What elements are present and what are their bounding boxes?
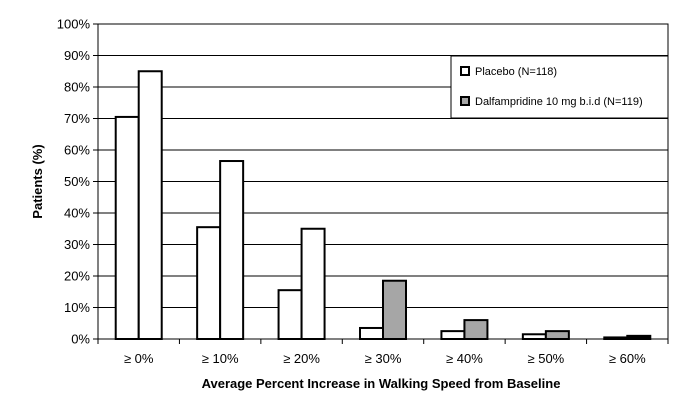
x-tick-label: ≥ 30% (365, 351, 402, 366)
x-tick-label: ≥ 0% (124, 351, 154, 366)
y-tick-label: 10% (64, 300, 90, 315)
y-tick-label: 40% (64, 206, 90, 221)
bar-placebo (114, 115, 140, 340)
x-axis-title: Average Percent Increase in Walking Spee… (202, 376, 561, 391)
legend-label: Placebo (N=118) (475, 66, 557, 78)
bar-dalfampridine (300, 227, 326, 340)
bar-dalfampridine (463, 319, 489, 341)
x-tick-label: ≥ 50% (527, 351, 564, 366)
x-tick-label: ≥ 40% (446, 351, 483, 366)
bar-placebo (359, 326, 384, 341)
y-tick-label: 20% (64, 269, 90, 284)
gridlines (98, 55, 668, 308)
y-tick-label: 70% (64, 111, 90, 126)
bar-placebo (196, 226, 222, 340)
legend-label: Dalfampridine 10 mg b.i.d (N=119) (475, 96, 643, 108)
legend-swatch (460, 96, 470, 106)
bar-dalfampridine (626, 334, 652, 341)
legend: Placebo (N=118) Dalfampridine 10 mg b.i.d… (450, 55, 669, 119)
y-tick-label: 80% (64, 80, 90, 95)
y-axis-title: Patients (%) (30, 144, 45, 218)
bar-dalfampridine (137, 70, 163, 340)
y-axis-ticks: 0% 10% 20% 30% 40% 50% 60% 70% 80% 90% 100% (57, 17, 98, 347)
x-tick-label: ≥ 60% (609, 351, 646, 366)
bar-dalfampridine (544, 330, 570, 340)
bar-placebo (521, 333, 547, 340)
y-tick-label: 90% (64, 48, 90, 63)
bars (114, 70, 652, 341)
y-tick-label: 50% (64, 174, 90, 189)
bar-placebo (277, 289, 303, 340)
y-tick-label: 0% (71, 332, 90, 347)
bar-placebo (603, 336, 629, 340)
bar-placebo (440, 330, 466, 340)
y-tick-label: 100% (57, 17, 91, 32)
x-tick-label: ≥ 20% (283, 351, 320, 366)
bar-dalfampridine (219, 160, 245, 340)
x-axis-ticks: ≥ 0% ≥ 10% ≥ 20% ≥ 30% ≥ 40% ≥ 50% ≥ 60% (97, 339, 669, 366)
bar-dalfampridine (382, 279, 407, 341)
x-tick-label: ≥ 10% (202, 351, 239, 366)
legend-swatch (460, 66, 470, 76)
y-tick-label: 30% (64, 237, 90, 252)
y-tick-label: 60% (64, 143, 90, 158)
legend-box (450, 55, 669, 119)
